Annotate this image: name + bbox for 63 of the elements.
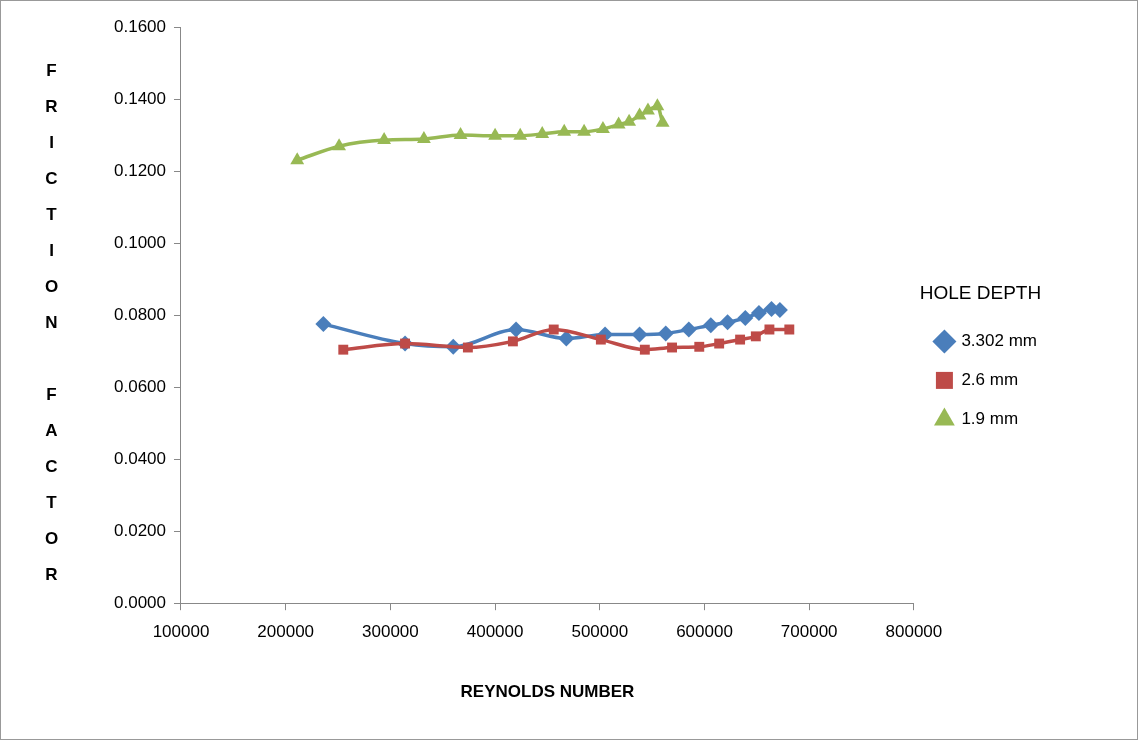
point: [453, 127, 468, 140]
point: [557, 123, 572, 136]
point: [631, 326, 648, 343]
point: [377, 132, 392, 145]
point: [558, 330, 575, 347]
y-tick-label: 0.1200: [114, 160, 166, 180]
point: [694, 341, 705, 352]
point: [338, 344, 349, 355]
point: [290, 152, 305, 165]
x-tick-label: 200000: [257, 622, 315, 642]
point: [657, 325, 674, 342]
y-tick-label: 0.1600: [114, 16, 166, 36]
point: [513, 127, 528, 140]
point: [632, 107, 647, 120]
point: [737, 309, 754, 326]
x-axis-title: REYNOLDS NUMBER: [460, 682, 635, 702]
point: [764, 324, 775, 335]
y-tick-label: 0.0600: [114, 376, 166, 396]
x-tick-label: 600000: [676, 622, 733, 642]
point: [462, 342, 473, 353]
point: [784, 324, 795, 335]
point: [750, 331, 761, 342]
point: [507, 336, 518, 347]
point: [655, 114, 670, 127]
x-tick-label: 800000: [885, 622, 943, 642]
point: [596, 120, 610, 133]
y-axis-title: FRICTION FACTOR: [41, 60, 62, 603]
point: [667, 342, 677, 353]
x-tick-label: 400000: [466, 622, 524, 642]
legend-label: 2.6 mm: [961, 370, 1019, 390]
point: [719, 314, 736, 331]
y-tick-label: 0.0800: [114, 304, 166, 324]
x-tick-label: 700000: [780, 622, 838, 642]
legend-label: 1.9 mm: [961, 409, 1019, 429]
point: [641, 102, 655, 115]
point: [611, 116, 626, 129]
point: [535, 125, 550, 138]
point: [595, 334, 606, 345]
point: [488, 127, 503, 140]
point: [332, 138, 347, 151]
point: [622, 113, 637, 126]
y-tick-label: 0.1000: [114, 232, 166, 252]
point: [735, 334, 746, 345]
point: [315, 316, 332, 333]
point: [416, 131, 431, 143]
point: [639, 344, 650, 355]
legend-label: 3.302 mm: [961, 331, 1038, 351]
y-tick-label: 0.0000: [114, 592, 166, 612]
x-tick-label: 500000: [571, 622, 629, 642]
point: [750, 304, 767, 321]
y-tick-label: 0.0200: [114, 520, 166, 540]
x-tick-label: 300000: [362, 622, 419, 642]
point: [714, 338, 725, 349]
point: [702, 317, 719, 334]
y-tick-label: 0.0400: [114, 448, 166, 468]
y-tick-label: 0.1400: [114, 88, 166, 108]
point: [548, 324, 559, 335]
legend-title: HOLE DEPTH: [919, 281, 1042, 303]
point: [650, 98, 665, 111]
point: [508, 321, 525, 338]
point: [680, 321, 697, 338]
x-tick-label: 100000: [152, 622, 210, 642]
point: [577, 123, 592, 136]
